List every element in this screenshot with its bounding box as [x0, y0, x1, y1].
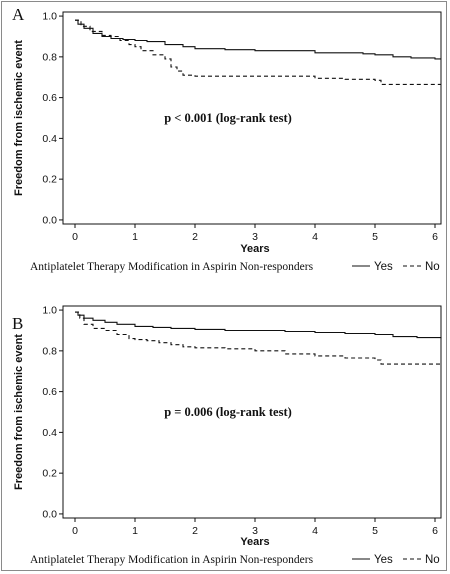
legend-title: Antiplatelet Therapy Modification in Asp…	[30, 261, 314, 273]
x-tick-label: 6	[432, 231, 438, 243]
x-tick-label: 4	[312, 231, 318, 243]
x-tick-label: 3	[252, 525, 258, 537]
x-tick-label: 0	[72, 231, 78, 243]
y-tick-label: 0.2	[42, 174, 57, 186]
y-tick-label: 0.2	[42, 468, 57, 480]
y-tick-label: 0.8	[42, 51, 57, 63]
x-tick-label: 6	[432, 525, 438, 537]
y-tick-label: 0.0	[42, 214, 57, 226]
legend-label-no: No	[425, 554, 440, 566]
x-tick-label: 5	[372, 525, 378, 537]
series-line-yes	[75, 311, 442, 339]
x-tick-label: 1	[132, 525, 138, 537]
x-tick-label: 3	[252, 231, 258, 243]
x-tick-label: 4	[312, 525, 318, 537]
y-tick-label: 0.6	[42, 386, 57, 398]
legend-label-no: No	[425, 261, 440, 273]
series-line-yes	[75, 19, 441, 60]
x-tick-label: 2	[192, 231, 198, 243]
x-tick-label: 2	[192, 525, 198, 537]
panel-a: A 0.0 0.2 0.4 0.6 0.8 1.0 0 1 2 3 4 5 6 Freedom from i…	[12, 5, 442, 273]
y-tick-label: 1.0	[42, 11, 57, 23]
x-tick-label: 5	[372, 231, 378, 243]
legend-title: Antiplatelet Therapy Modification in Asp…	[30, 554, 314, 566]
y-axis-title: Freedom from ischemic event	[13, 334, 25, 490]
panel-b: B 0.0 0.2 0.4 0.6 0.8 1.0 0 1 2 3 4 5 6 Freedom from i…	[12, 305, 442, 566]
legend-label-yes: Yes	[374, 554, 393, 566]
x-axis-title: Years	[240, 243, 269, 255]
plot-area	[62, 305, 442, 519]
series-line-no	[75, 19, 441, 85]
y-axis-title: Freedom from ischemic event	[13, 40, 25, 196]
y-tick-label: 1.0	[42, 305, 57, 317]
x-axis-title: Years	[240, 536, 269, 548]
legend-label-yes: Yes	[374, 261, 393, 273]
y-tick-label: 0.4	[42, 133, 57, 145]
y-tick-label: 0.8	[42, 345, 57, 357]
pvalue-annotation: p < 0.001 (log-rank test)	[164, 111, 292, 125]
x-tick-label: 1	[132, 231, 138, 243]
panel-letter: B	[12, 314, 23, 333]
y-tick-label: 0.0	[42, 508, 57, 520]
pvalue-annotation: p = 0.006 (log-rank test)	[164, 405, 292, 419]
series-line-no	[75, 311, 441, 365]
panel-letter: A	[12, 5, 25, 24]
y-tick-label: 0.4	[42, 427, 57, 439]
x-tick-label: 0	[72, 525, 78, 537]
plot-area	[62, 11, 442, 225]
y-tick-label: 0.6	[42, 92, 57, 104]
